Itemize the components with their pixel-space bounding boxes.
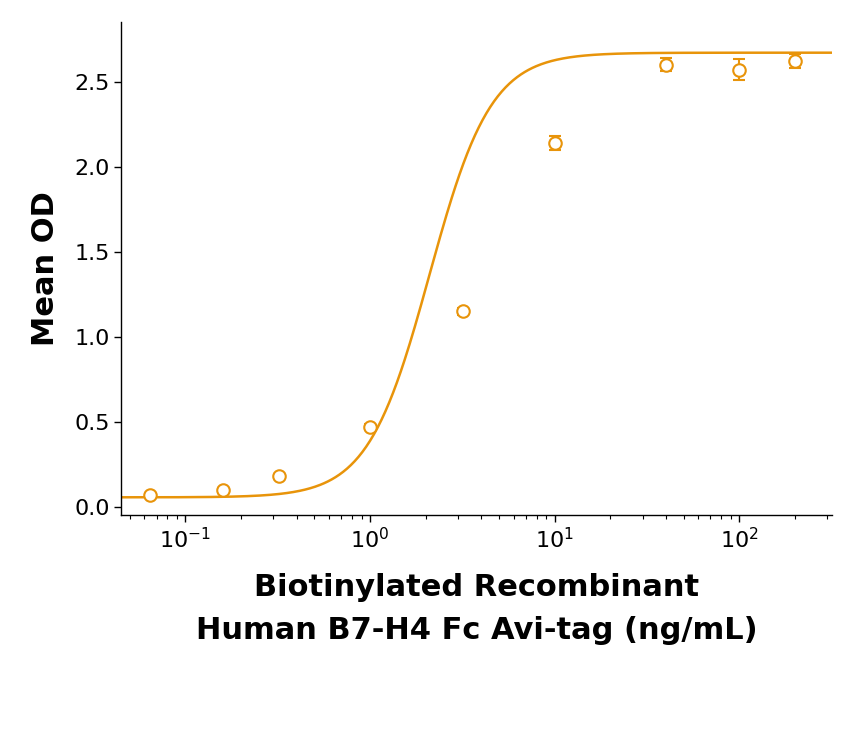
X-axis label: Biotinylated Recombinant
Human B7-H4 Fc Avi-tag (ng/mL): Biotinylated Recombinant Human B7-H4 Fc … xyxy=(196,573,758,645)
Y-axis label: Mean OD: Mean OD xyxy=(31,191,60,346)
